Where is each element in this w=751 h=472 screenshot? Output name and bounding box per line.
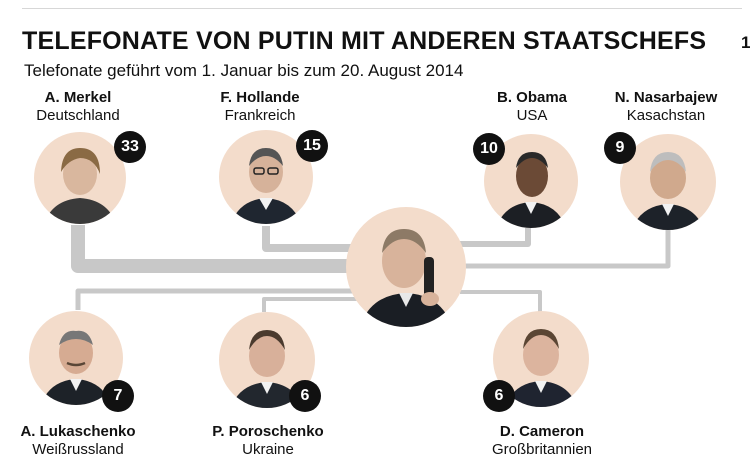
leader-name-cameron: D. Cameron [499,423,585,440]
leader-country-cameron: Großbritannien [491,441,593,458]
portrait-nasarbajew [620,134,716,230]
call-count-badge-cameron: 6 [483,380,515,412]
chart-title: TELEFONATE VON PUTIN MIT ANDEREN STAATSC… [22,27,707,55]
leader-name-lukaschenko: A. Lukaschenko [20,423,136,440]
portrait-putin [346,207,466,327]
leader-name-merkel: A. Merkel [44,89,112,106]
leader-name-hollande: F. Hollande [220,89,300,106]
leader-name-poroschenko: P. Poroschenko [212,423,324,440]
leader-country-merkel: Deutschland [36,107,120,124]
leader-country-nasarbajew: Kasachstan [626,107,706,124]
portrait-merkel [34,132,126,224]
line-cameron [460,290,542,312]
line-merkel [71,225,395,273]
page-number: 1 [741,33,751,52]
leader-name-nasarbajew: N. Nasarbajew [614,89,718,106]
call-count-badge-merkel: 33 [114,131,146,163]
call-count-badge-hollande: 15 [296,130,328,162]
top-divider [22,8,742,9]
chart-subtitle: Telefonate geführt vom 1. Januar bis zum… [24,61,464,80]
leader-country-lukaschenko: Weißrussland [32,441,124,458]
call-count-badge-nasarbajew: 9 [604,132,636,164]
leader-name-obama: B. Obama [496,89,568,106]
call-count-badge-lukaschenko: 7 [102,380,134,412]
line-obama [460,228,531,247]
call-count-badge-obama: 10 [473,133,505,165]
leader-country-hollande: Frankreich [224,107,296,124]
line-nasarbajew [462,230,671,269]
leader-country-poroschenko: Ukraine [242,441,294,458]
call-count-badge-poroschenko: 6 [289,380,321,412]
line-lukaschenko [75,288,392,310]
leader-country-obama: USA [516,107,548,124]
